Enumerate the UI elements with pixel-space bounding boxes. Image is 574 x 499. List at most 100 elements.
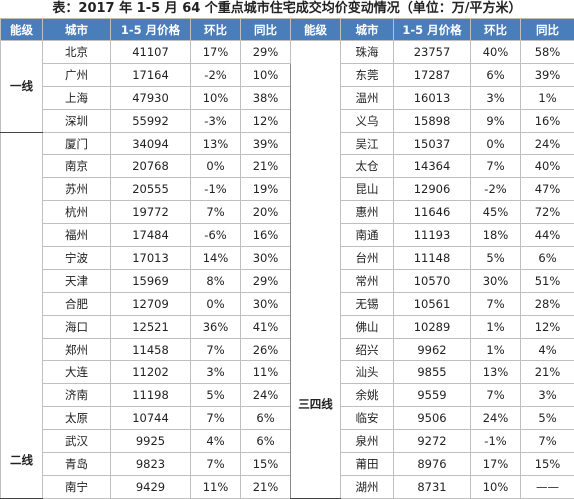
column-header: 城市 — [341, 19, 394, 41]
price: 8976 — [394, 453, 471, 476]
mom-change: 17% — [471, 453, 521, 476]
city: 无锡 — [341, 292, 394, 315]
yoy-change: 21% — [521, 361, 574, 384]
city: 义乌 — [341, 109, 394, 132]
city: 泉州 — [341, 430, 394, 453]
city: 大连 — [43, 361, 111, 384]
city: 福州 — [43, 224, 111, 247]
price: 16013 — [394, 86, 471, 109]
price: 11148 — [394, 247, 471, 270]
price: 9962 — [394, 338, 471, 361]
city: 余姚 — [341, 384, 394, 407]
city: 莆田 — [341, 453, 394, 476]
yoy-change: 24% — [521, 132, 574, 155]
price: 23757 — [394, 41, 471, 64]
mom-change: -3% — [191, 109, 241, 132]
mom-change: -6% — [191, 224, 241, 247]
yoy-change: 24% — [241, 384, 291, 407]
price: 9925 — [111, 430, 191, 453]
column-header: 环比 — [471, 19, 521, 41]
yoy-change: 3% — [521, 384, 574, 407]
price: 55992 — [111, 109, 191, 132]
table-title: 表：2017 年 1-5 月 64 个重点城市住宅成交均价变动情况（单位：万/平… — [0, 0, 574, 18]
column-header: 城市 — [43, 19, 111, 41]
city: 佛山 — [341, 315, 394, 338]
price: 15969 — [111, 269, 191, 292]
price: 12521 — [111, 315, 191, 338]
city: 宁波 — [43, 247, 111, 270]
yoy-change: 20% — [241, 201, 291, 224]
yoy-change: 28% — [521, 292, 574, 315]
price: 15037 — [394, 132, 471, 155]
mom-change: 7% — [191, 453, 241, 476]
city: 郑州 — [43, 338, 111, 361]
mom-change: 10% — [471, 475, 521, 498]
city: 太仓 — [341, 155, 394, 178]
city: 深圳 — [43, 109, 111, 132]
mom-change: 9% — [471, 109, 521, 132]
yoy-change: 15% — [521, 453, 574, 476]
yoy-change: 19% — [241, 178, 291, 201]
yoy-change: 40% — [521, 155, 574, 178]
mom-change: 45% — [471, 201, 521, 224]
price: 9506 — [394, 407, 471, 430]
mom-change: 4% — [191, 430, 241, 453]
yoy-change: 6% — [241, 430, 291, 453]
city: 临安 — [341, 407, 394, 430]
city: 上海 — [43, 86, 111, 109]
city: 合肥 — [43, 292, 111, 315]
mom-change: 5% — [191, 384, 241, 407]
mom-change: 36% — [191, 315, 241, 338]
city: 昆山 — [341, 178, 394, 201]
city: 北京 — [43, 41, 111, 64]
column-header: 能级 — [1, 19, 43, 41]
mom-change: -1% — [191, 178, 241, 201]
price: 20555 — [111, 178, 191, 201]
city: 台州 — [341, 247, 394, 270]
mom-change: 7% — [191, 338, 241, 361]
yoy-change: 16% — [241, 224, 291, 247]
yoy-change: 12% — [241, 109, 291, 132]
column-header: 能级 — [291, 19, 341, 41]
yoy-change: 7% — [521, 430, 574, 453]
city: 珠海 — [341, 41, 394, 64]
city: 温州 — [341, 86, 394, 109]
city: 汕头 — [341, 361, 394, 384]
column-header: 同比 — [521, 19, 574, 41]
column-header: 环比 — [191, 19, 241, 41]
yoy-change: 10% — [241, 63, 291, 86]
yoy-change: 12% — [521, 315, 574, 338]
mom-change: 24% — [471, 407, 521, 430]
yoy-change: 51% — [521, 269, 574, 292]
mom-change: 30% — [471, 269, 521, 292]
price: 47930 — [111, 86, 191, 109]
yoy-change: 41% — [241, 315, 291, 338]
mom-change: 1% — [471, 315, 521, 338]
price: 11202 — [111, 361, 191, 384]
column-header: 1-5 月价格 — [394, 19, 471, 41]
city: 南通 — [341, 224, 394, 247]
city: 苏州 — [43, 178, 111, 201]
price: 11646 — [394, 201, 471, 224]
city: 天津 — [43, 269, 111, 292]
city: 惠州 — [341, 201, 394, 224]
price: 41107 — [111, 41, 191, 64]
mom-change: 0% — [191, 155, 241, 178]
mom-change: 13% — [191, 132, 241, 155]
price: 11198 — [111, 384, 191, 407]
yoy-change: 21% — [241, 155, 291, 178]
mom-change: -2% — [191, 63, 241, 86]
yoy-change: 44% — [521, 224, 574, 247]
